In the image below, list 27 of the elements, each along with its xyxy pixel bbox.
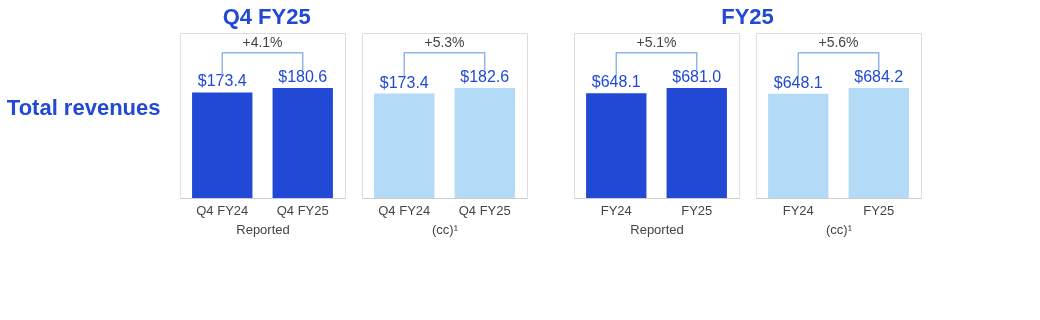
x-tick-label: Q4 FY25 (276, 202, 329, 218)
data-label: $681.0 (672, 68, 722, 85)
x-tick-label: FY24 (782, 202, 814, 218)
x-axis-title: (cc)¹ (826, 221, 853, 237)
data-label: $180.6 (278, 68, 328, 85)
data-label: $648.1 (773, 73, 823, 91)
x-axis-title: (cc)¹ (432, 221, 459, 237)
x-tick-label: FY25 (863, 202, 895, 218)
text: +5.6% (818, 33, 859, 50)
x-tick-label: FY25 (681, 202, 713, 218)
chart-title: Q4 FY25 (222, 3, 311, 29)
data-label: $684.2 (854, 68, 904, 85)
data-label: $173.4 (197, 72, 247, 90)
y-axis-title: Total revenues (6, 94, 161, 120)
chart-title: FY25 (721, 3, 774, 29)
x-axis-title: Reported (236, 221, 290, 237)
x-tick-label: FY24 (600, 202, 632, 218)
data-label: $648.1 (591, 73, 641, 91)
text: +4.1% (242, 33, 283, 50)
x-tick-label: Q4 FY24 (196, 202, 249, 218)
x-axis-title: Reported (630, 221, 684, 237)
text: +5.1% (636, 33, 677, 50)
x-tick-label: Q4 FY24 (378, 202, 431, 218)
x-tick-label: Q4 FY25 (458, 202, 511, 218)
text: +5.3% (424, 33, 465, 50)
data-label: $173.4 (379, 73, 429, 91)
data-label: $182.6 (460, 68, 510, 85)
